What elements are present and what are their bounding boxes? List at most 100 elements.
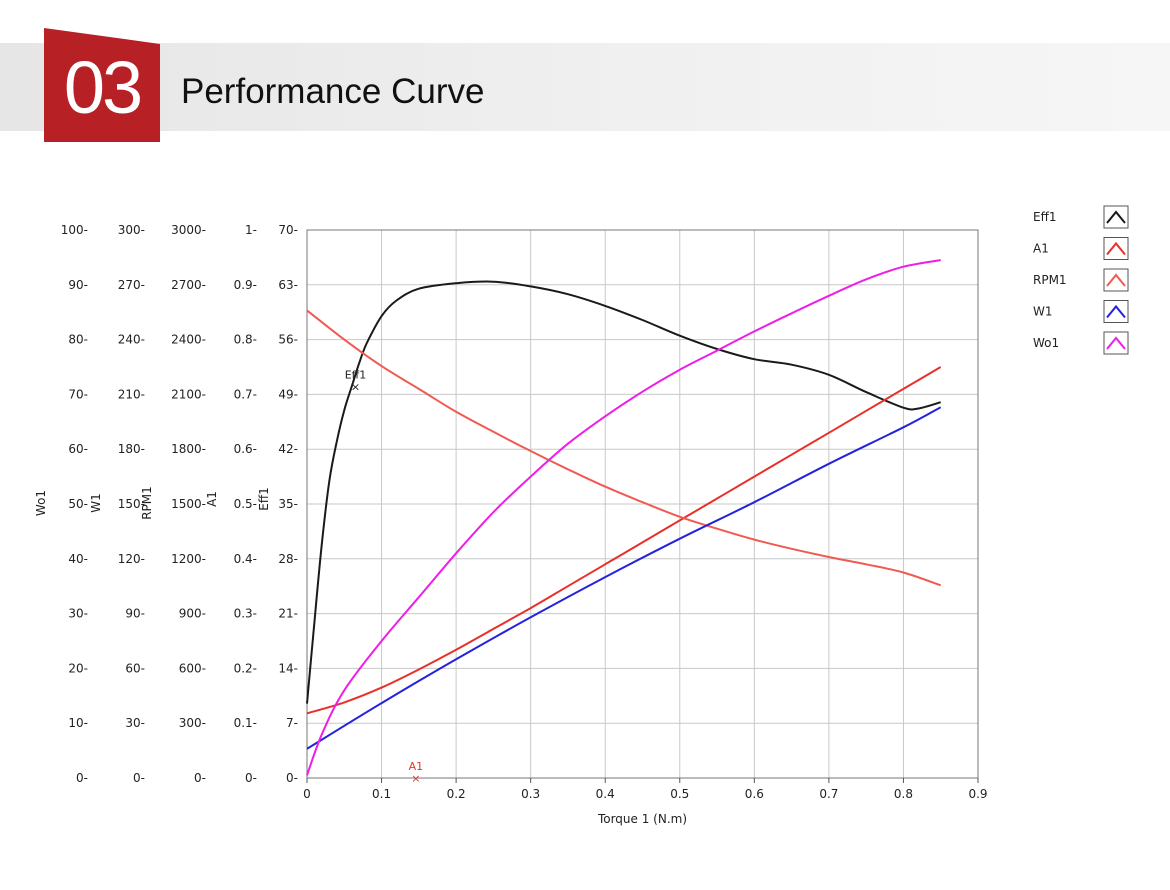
y-axis-label: Wo1: [34, 490, 48, 516]
legend-label-wo1: Wo1: [1033, 336, 1059, 350]
y-tick-label: 30-: [68, 607, 88, 621]
legend-label-w1: W1: [1033, 305, 1053, 319]
legend-label-rpm1: RPM1: [1033, 273, 1067, 287]
chart-grid: [306, 229, 979, 779]
y-tick-label: 70-: [278, 223, 298, 237]
y-tick-label: 150-: [118, 497, 145, 511]
x-tick-label: 0.6: [745, 787, 764, 801]
legend-label-eff1: Eff1: [1033, 210, 1056, 224]
x-axis: 0 0.1 0.2 0.3 0.4 0.5 0.6 0.7 0.8 0.9 Torque 1 (N.…: [303, 778, 988, 826]
y-tick-label: 240-: [118, 333, 145, 347]
y-tick-label: 42-: [278, 442, 298, 456]
y-tick-label: 20-: [68, 661, 88, 675]
y-tick-label: 300-: [179, 716, 206, 730]
annotation-marker: ×: [411, 772, 420, 785]
y-axes: 0- 10- 20- 30- 40- 50- 60- 70- 80- 90- 100- Wo1 0- 30…: [34, 223, 298, 785]
y-tick-label: 1800-: [171, 442, 206, 456]
series-lines: [306, 259, 942, 776]
y-tick-label: 900-: [179, 607, 206, 621]
y-tick-label: 120-: [118, 552, 145, 566]
y-tick-label: 1-: [245, 223, 257, 237]
y-axis-label: Eff1: [257, 487, 271, 510]
y-tick-label: 0.2-: [234, 661, 257, 675]
x-tick-label: 0.8: [894, 787, 913, 801]
y-tick-label: 0.9-: [234, 278, 257, 292]
legend-swatch-a1: [1103, 237, 1129, 260]
legend-swatch-wo1: [1103, 331, 1129, 355]
y-axis-label: A1: [205, 491, 219, 507]
plot-area: [306, 229, 979, 779]
series-line-rpm1: [306, 309, 942, 587]
x-tick-label: 0.9: [968, 787, 987, 801]
annotation-label: Eff1: [345, 369, 367, 382]
header-band: [0, 43, 1170, 131]
y-tick-label: 56-: [278, 333, 298, 347]
legend-swatch-eff1: [1103, 205, 1129, 229]
section-number: 03: [63, 46, 143, 129]
y-tick-label: 0-: [245, 771, 257, 785]
x-tick-label: 0.2: [447, 787, 466, 801]
y-tick-label: 60-: [68, 442, 88, 456]
y-tick-label: 0-: [286, 771, 298, 785]
y-tick-label: 80-: [68, 333, 88, 347]
y-tick-label: 210-: [118, 387, 145, 401]
y-tick-label: 0.3-: [234, 607, 257, 621]
section-number-badge: 03: [44, 28, 160, 142]
y-tick-label: 0.1-: [234, 716, 257, 730]
y-tick-label: 90-: [125, 607, 145, 621]
series-line-w1: [306, 406, 942, 750]
x-tick-label: 0.4: [596, 787, 615, 801]
x-tick-label: 0.1: [372, 787, 391, 801]
y-tick-label: 0.4-: [234, 552, 257, 566]
y-tick-label: 3000-: [171, 223, 206, 237]
series-line-a1: [306, 366, 942, 715]
y-tick-label: 0.5-: [234, 497, 257, 511]
y-tick-label: 70-: [68, 387, 88, 401]
x-tick-label: 0.7: [819, 787, 838, 801]
y-tick-label: 0.7-: [234, 387, 257, 401]
x-tick-label: 0: [303, 787, 311, 801]
y-tick-label: 40-: [68, 552, 88, 566]
y-tick-label: 0.6-: [234, 442, 257, 456]
annotation-label: A1: [409, 760, 424, 773]
y-tick-label: 49-: [278, 387, 298, 401]
y-tick-label: 21-: [278, 607, 298, 621]
x-tick-label: 0.5: [670, 787, 689, 801]
page-title: Performance Curve: [181, 72, 485, 111]
y-tick-label: 1500-: [171, 497, 206, 511]
y-tick-label: 10-: [68, 716, 88, 730]
y-tick-label: 270-: [118, 278, 145, 292]
y-tick-label: 30-: [125, 716, 145, 730]
y-tick-label: 60-: [125, 661, 145, 675]
annotations: ×Eff1×A1: [345, 369, 423, 785]
y-tick-label: 0.8-: [234, 333, 257, 347]
legend-swatch-w1: [1103, 300, 1129, 323]
y-tick-label: 14-: [278, 661, 298, 675]
y-tick-label: 35-: [278, 497, 298, 511]
y-tick-label: 100-: [61, 223, 88, 237]
y-tick-label: 2100-: [171, 387, 206, 401]
y-tick-label: 2400-: [171, 333, 206, 347]
y-tick-label: 0-: [76, 771, 88, 785]
y-tick-label: 28-: [278, 552, 298, 566]
legend-swatch-rpm1: [1103, 268, 1129, 292]
y-tick-label: 63-: [278, 278, 298, 292]
annotation-marker: ×: [351, 381, 360, 394]
y-tick-label: 600-: [179, 661, 206, 675]
y-tick-label: 300-: [118, 223, 145, 237]
y-tick-label: 180-: [118, 442, 145, 456]
y-tick-label: 0-: [133, 771, 145, 785]
x-axis-label: Torque 1 (N.m): [597, 812, 687, 826]
legend-label-a1: A1: [1033, 242, 1049, 256]
legend: Eff1 A1 RPM1 W1 Wo1: [1033, 205, 1129, 355]
series-line-wo1: [306, 259, 941, 776]
y-axis-label: W1: [89, 493, 103, 513]
y-tick-label: 90-: [68, 278, 88, 292]
y-axis-label: RPM1: [140, 486, 154, 520]
y-tick-label: 0-: [194, 771, 206, 785]
y-tick-label: 2700-: [171, 278, 206, 292]
y-tick-label: 1200-: [171, 552, 206, 566]
y-tick-label: 7-: [286, 716, 298, 730]
y-tick-label: 50-: [68, 497, 88, 511]
